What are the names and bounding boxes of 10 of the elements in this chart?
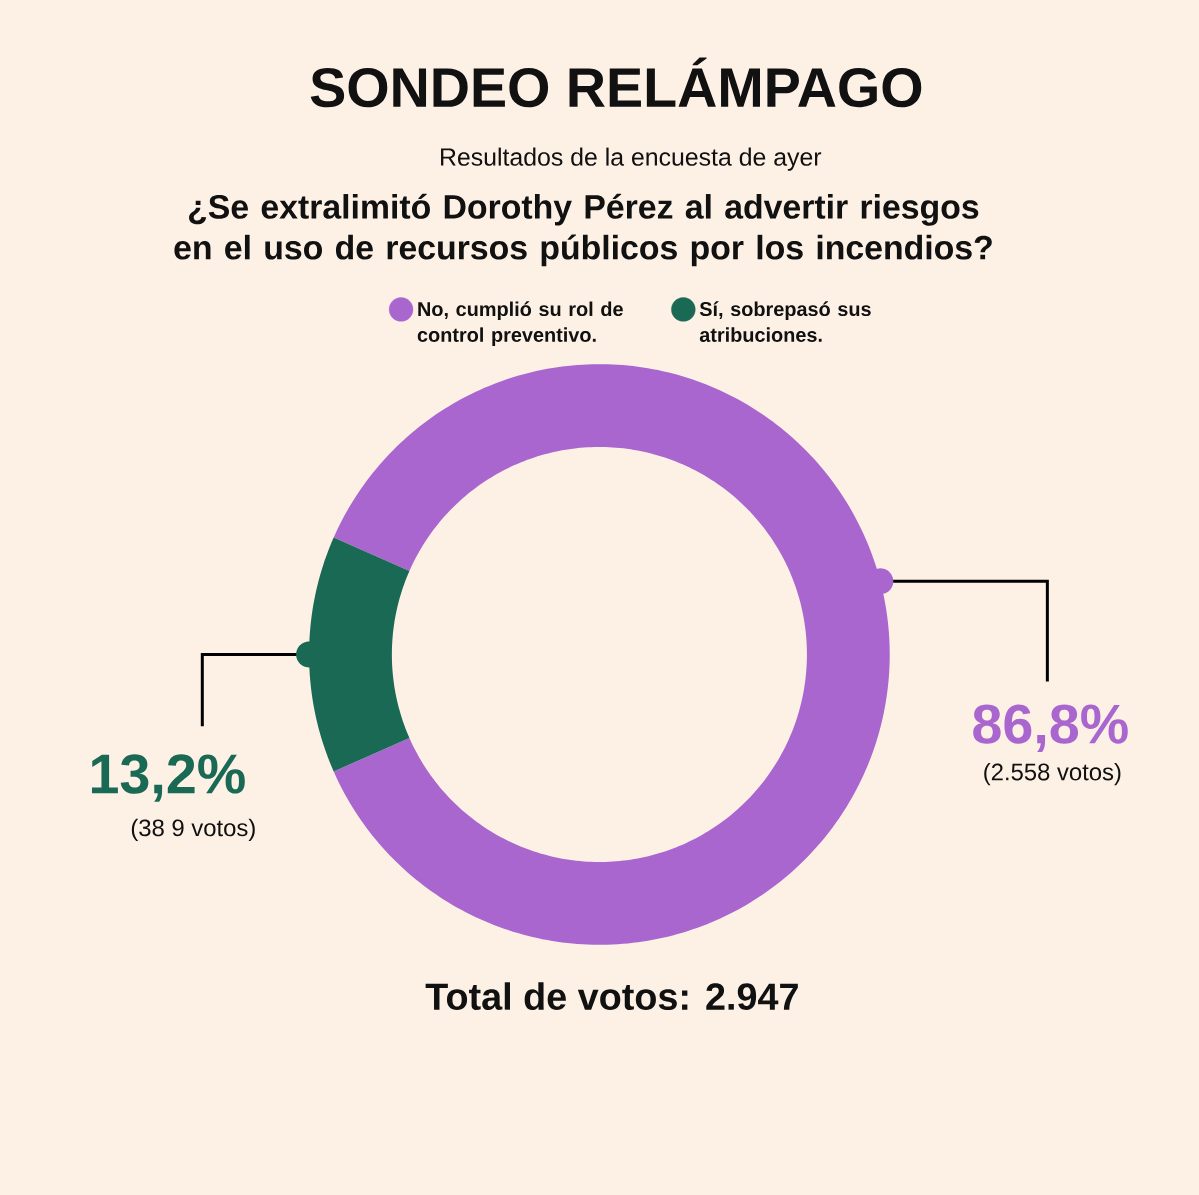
text: (38 9 votos) <box>131 818 255 841</box>
text: ¿Se extralimitó Dorothy Pérez al advertir riesgos en el uso de recursos públicos por los incendios? <box>174 193 992 267</box>
data-label: 86,8% <box>973 704 1128 752</box>
legend-label: No, cumplió su rol de control preventivo. <box>417 301 623 346</box>
data-label: 13,2% <box>91 754 245 802</box>
text: Total de votos: 2.947 <box>425 982 798 1010</box>
chart-subtitle: Resultados de la encuesta de ayer <box>441 147 822 171</box>
legend-label: Sí, sobrepasó sus atribuciones. <box>699 301 871 342</box>
chart-title: SONDEO RELÁMPAGO <box>310 57 922 108</box>
text: (2.558 votos) <box>984 762 1121 786</box>
